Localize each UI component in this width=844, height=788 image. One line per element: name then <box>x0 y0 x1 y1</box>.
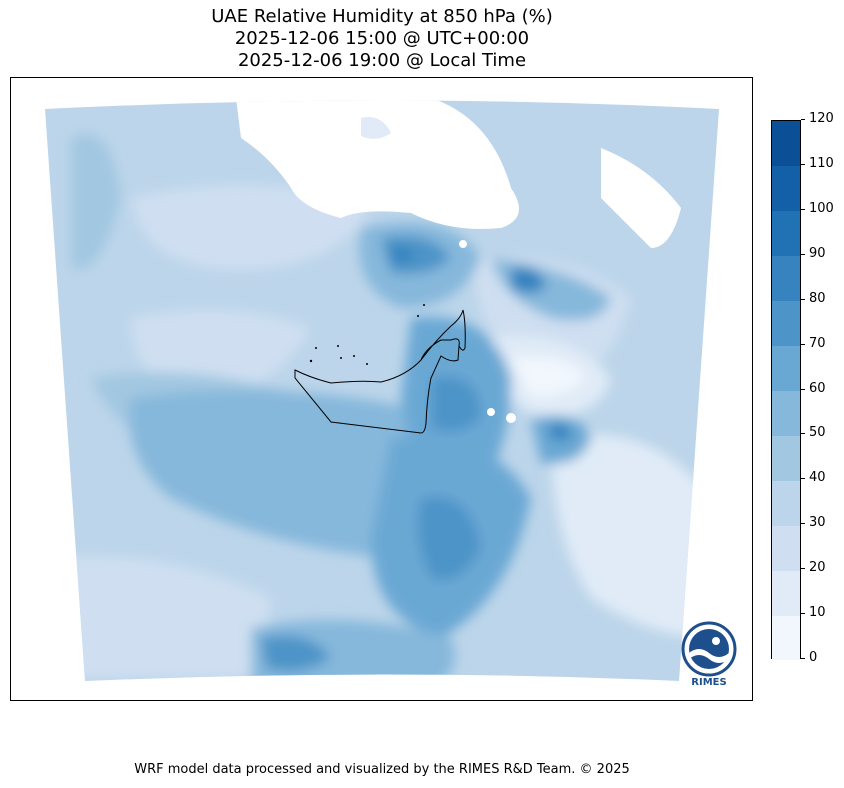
title-line-2: 2025-12-06 15:00 @ UTC+00:00 <box>234 28 530 49</box>
model-domain <box>45 100 719 681</box>
colorbar-band <box>772 255 800 302</box>
colorbar-tick-label: 30 <box>809 515 826 531</box>
colorbar-band <box>772 525 800 571</box>
colorbar-tick-label: 50 <box>809 425 826 441</box>
colorbar-tick-label: 20 <box>809 560 826 576</box>
colorbar-tick-label: 120 <box>809 111 834 126</box>
rimes-emblem-icon <box>681 621 737 677</box>
colorbar-tick-mark <box>801 658 805 659</box>
colorbar-band <box>772 615 800 661</box>
colorbar-band <box>772 480 800 526</box>
rimes-logo: RIMES <box>678 619 740 691</box>
colorbar-tick-label: 110 <box>809 155 834 171</box>
rimes-logo-text: RIMES <box>691 677 727 688</box>
colorbar-band <box>772 300 800 347</box>
colorbar-tick-mark <box>801 163 805 165</box>
colorbar-tick-mark <box>801 298 805 300</box>
country-borders <box>294 309 466 434</box>
colorbar-band <box>772 121 800 167</box>
map-panel: RIMES <box>10 77 753 701</box>
colorbar-tick-label: 80 <box>809 290 826 306</box>
islands <box>309 304 425 365</box>
colorbar-band <box>772 165 800 212</box>
colorbar-tick-mark <box>801 119 805 120</box>
colorbar-tick-label: 40 <box>809 470 826 486</box>
colorbar-tick-mark <box>801 478 805 480</box>
title-line-3: 2025-12-06 19:00 @ Local Time <box>237 50 527 71</box>
colorbar-tick-mark <box>801 433 805 435</box>
colorbar-tick-mark <box>801 208 805 210</box>
colorbar-band <box>772 210 800 257</box>
colorbar-tick-mark <box>801 523 805 525</box>
colorbar-tick-mark <box>801 388 805 390</box>
title-line-1: UAE Relative Humidity at 850 hPa (%) <box>211 6 553 27</box>
colorbar-tick-mark <box>801 613 805 615</box>
colorbar-band <box>772 345 800 391</box>
colorbar <box>771 120 801 661</box>
colorbar-tick-mark <box>801 253 805 255</box>
colorbar-tick-label: 60 <box>809 380 826 396</box>
colorbar-tick-label: 10 <box>809 605 826 621</box>
colorbar-tick-label: 0 <box>809 650 818 665</box>
humidity-map <box>45 100 719 681</box>
colorbar-tick-mark <box>801 568 805 570</box>
colorbar-tick-label: 70 <box>809 335 826 351</box>
footer-credit: WRF model data processed and visualized … <box>134 762 630 777</box>
colorbar-tick-mark <box>801 343 805 345</box>
colorbar-band <box>772 570 800 616</box>
colorbar-tick-label: 90 <box>809 245 826 261</box>
colorbar-band <box>772 435 800 481</box>
chart-title: UAE Relative Humidity at 850 hPa (%) 202… <box>0 6 764 72</box>
colorbar-tick-label: 100 <box>809 200 834 216</box>
colorbar-band <box>772 390 800 436</box>
